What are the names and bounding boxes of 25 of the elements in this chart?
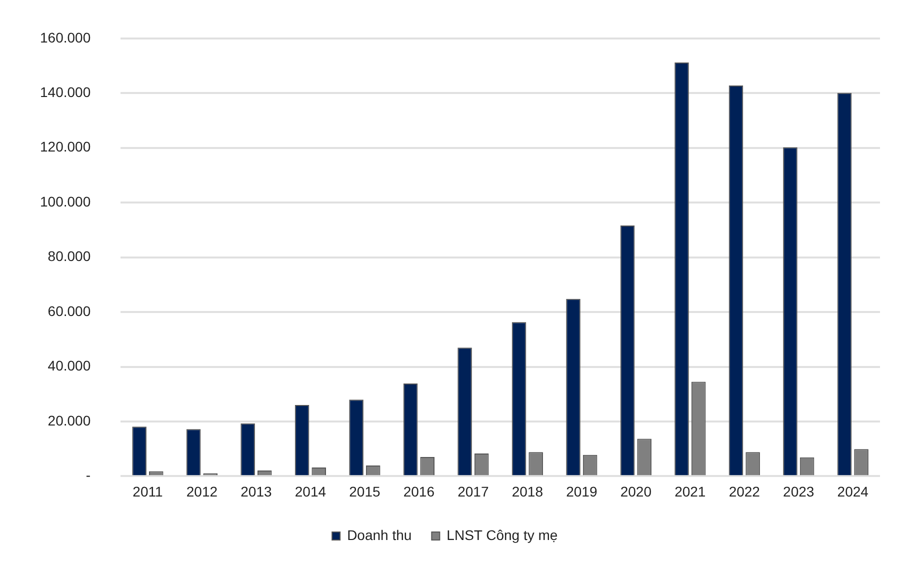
y-tick-label: 100.000 — [40, 193, 91, 210]
y-tick-label: 40.000 — [48, 358, 91, 374]
y-tick-label: 60.000 — [48, 302, 91, 319]
y-tick-label: 80.000 — [48, 248, 91, 264]
x-tick-label: 2020 — [620, 483, 652, 500]
x-tick-label: 2015 — [349, 483, 380, 500]
x-tick-label: 2023 — [783, 483, 814, 500]
x-tick-label: 2019 — [566, 483, 598, 500]
x-tick-label: 2017 — [458, 483, 489, 500]
x-tick-label: 2022 — [728, 483, 760, 500]
x-tick-label: 2014 — [294, 483, 326, 500]
y-tick-label: 20.000 — [48, 412, 91, 428]
x-tick-label: 2013 — [240, 483, 272, 500]
y-tick-label: 120.000 — [40, 138, 91, 155]
y-tick-label: - — [86, 467, 91, 484]
legend-label: Doanh thu — [347, 526, 412, 543]
x-tick-label: 2021 — [674, 483, 706, 500]
x-tick-label: 2011 — [132, 483, 163, 500]
x-tick-label: 2012 — [186, 483, 218, 500]
x-tick-label: 2024 — [837, 483, 869, 500]
y-tick-label: 140.000 — [40, 84, 91, 100]
x-tick-label: 2018 — [512, 483, 544, 500]
x-tick-label: 2016 — [403, 483, 435, 500]
y-tick-label: 160.000 — [40, 29, 91, 46]
legend-label: LNST Công ty mẹ — [446, 526, 558, 543]
